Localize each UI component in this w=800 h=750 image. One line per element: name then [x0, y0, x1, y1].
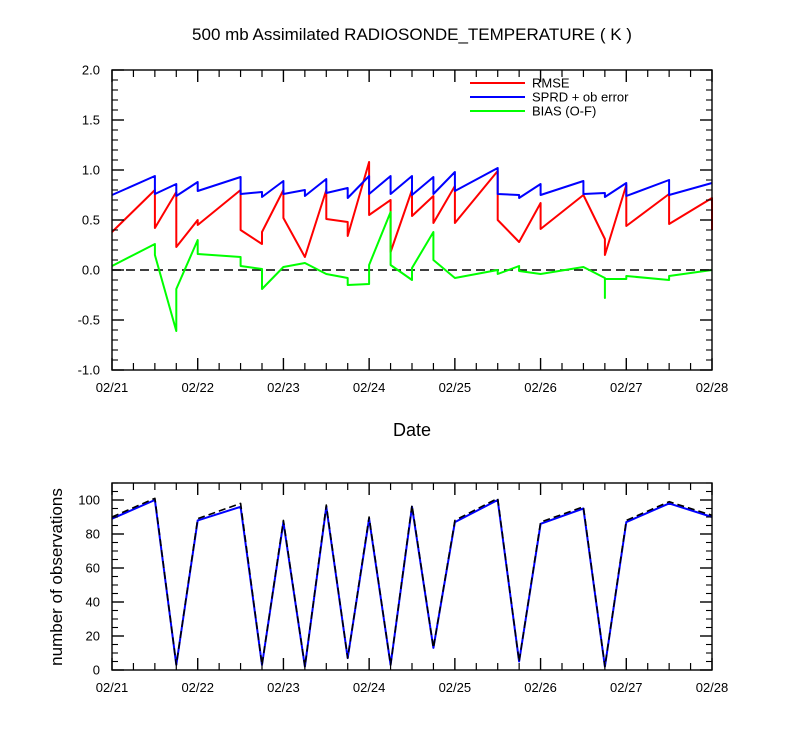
- legend-label: BIAS (O-F): [532, 104, 596, 119]
- y-tick-label: -0.5: [78, 313, 100, 328]
- y-tick-label: 100: [78, 493, 100, 508]
- legend-label: SPRD + ob error: [532, 90, 629, 105]
- series-line-sprd-ob-error: [111, 167, 713, 199]
- top-panel: 500 mb Assimilated RADIOSONDE_TEMPERATUR…: [78, 25, 729, 440]
- series-line-bias-o-f: [111, 211, 713, 332]
- x-tick-label: 02/28: [696, 680, 729, 695]
- x-tick-label: 02/26: [524, 680, 557, 695]
- x-tick-label: 02/21: [96, 680, 129, 695]
- x-axis-label: Date: [393, 420, 431, 440]
- x-tick-label: 02/28: [696, 380, 729, 395]
- x-tick-label: 02/22: [181, 380, 214, 395]
- x-tick-label: 02/25: [439, 380, 472, 395]
- x-tick-label: 02/27: [610, 680, 643, 695]
- chart-title: 500 mb Assimilated RADIOSONDE_TEMPERATUR…: [192, 25, 632, 44]
- x-tick-label: 02/24: [353, 680, 386, 695]
- x-tick-label: 02/23: [267, 680, 300, 695]
- y-tick-label: 40: [86, 595, 100, 610]
- x-tick-label: 02/25: [439, 680, 472, 695]
- x-tick-label: 02/24: [353, 380, 386, 395]
- y-axis-label: number of observations: [47, 488, 66, 666]
- y-tick-label: 60: [86, 561, 100, 576]
- legend-label: RMSE: [532, 76, 570, 91]
- x-tick-label: 02/27: [610, 380, 643, 395]
- y-tick-label: 2.0: [82, 63, 100, 78]
- x-tick-label: 02/26: [524, 380, 557, 395]
- y-tick-label: 1.0: [82, 163, 100, 178]
- y-tick-label: 0: [93, 663, 100, 678]
- top-plot-frame: [111, 69, 713, 371]
- y-tick-label: 0.5: [82, 213, 100, 228]
- y-tick-label: 0.0: [82, 263, 100, 278]
- x-tick-label: 02/22: [181, 680, 214, 695]
- bottom-panel: 0 20 40 60 80 100 02/21 02/22 02/23 02/24 02/25 02…: [47, 482, 729, 695]
- x-tick-label: 02/23: [267, 380, 300, 395]
- series-line-total: [111, 497, 713, 668]
- y-tick-label: 80: [86, 527, 100, 542]
- series-line-assimilated: [111, 499, 713, 668]
- y-tick-label: 1.5: [82, 113, 100, 128]
- y-tick-label: -1.0: [78, 363, 100, 378]
- y-tick-label: 20: [86, 629, 100, 644]
- x-tick-label: 02/21: [96, 380, 129, 395]
